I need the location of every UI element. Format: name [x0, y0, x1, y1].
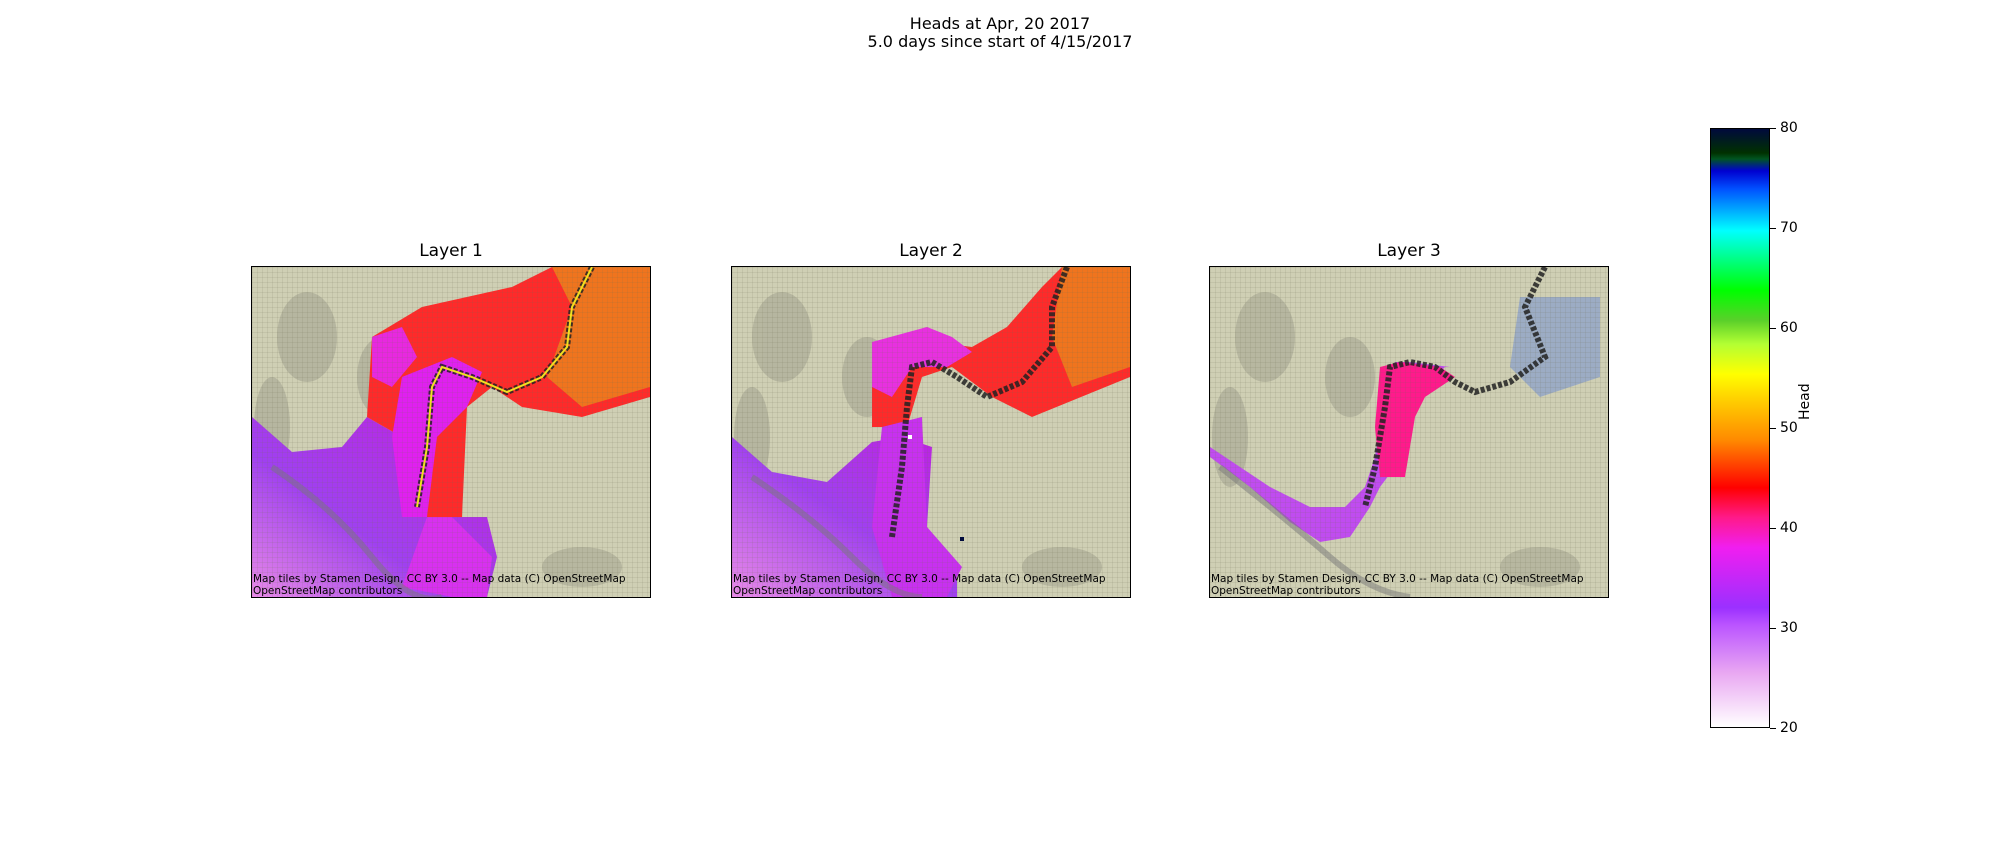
- well-cell: [908, 435, 912, 439]
- colorbar-tick: [1770, 327, 1776, 329]
- map-attribution: Map tiles by Stamen Design, CC BY 3.0 --…: [253, 573, 626, 597]
- map-layer-1-canvas: [252, 267, 650, 597]
- colorbar-tick: [1770, 427, 1776, 429]
- attribution-line-2: OpenStreetMap contributors: [253, 585, 403, 597]
- well-cell: [960, 537, 964, 541]
- colorbar-tick-label: 30: [1780, 620, 1798, 636]
- panel-title-layer-1: Layer 1: [419, 241, 483, 261]
- colorbar-label: Head: [1797, 383, 1813, 420]
- figure-title: Heads at Apr, 20 2017: [909, 14, 1091, 33]
- map-layer-2: Map tiles by Stamen Design, CC BY 3.0 --…: [731, 266, 1131, 598]
- panel-title-layer-2: Layer 2: [899, 241, 963, 261]
- map-layer-3-canvas: [1210, 267, 1608, 597]
- river-cells: [889, 267, 1070, 538]
- map-layer-3: Map tiles by Stamen Design, CC BY 3.0 --…: [1209, 266, 1609, 598]
- panel-title-layer-3: Layer 3: [1377, 241, 1441, 261]
- map-layer-2-canvas: [732, 267, 1130, 597]
- map-attribution: Map tiles by Stamen Design, CC BY 3.0 --…: [733, 573, 1106, 597]
- colorbar-tick: [1770, 227, 1776, 229]
- figure-subtitle: 5.0 days since start of 4/15/2017: [867, 32, 1133, 51]
- river-line: [416, 267, 593, 508]
- colorbar-tick: [1770, 727, 1776, 729]
- map-layer-1: Map tiles by Stamen Design, CC BY 3.0 --…: [251, 266, 651, 598]
- colorbar-tick: [1770, 627, 1776, 629]
- colorbar-tick-label: 80: [1780, 120, 1798, 136]
- colorbar: [1710, 128, 1770, 728]
- colorbar-tick-label: 40: [1780, 520, 1798, 536]
- attribution-line-1: Map tiles by Stamen Design, CC BY 3.0 --…: [253, 573, 626, 585]
- colorbar-tick: [1770, 127, 1776, 129]
- attribution-line-1: Map tiles by Stamen Design, CC BY 3.0 --…: [1211, 573, 1584, 585]
- attribution-line-1: Map tiles by Stamen Design, CC BY 3.0 --…: [733, 573, 1106, 585]
- river-cells: [1362, 267, 1549, 508]
- colorbar-tick: [1770, 527, 1776, 529]
- attribution-line-2: OpenStreetMap contributors: [733, 585, 883, 597]
- attribution-line-2: OpenStreetMap contributors: [1211, 585, 1361, 597]
- colorbar-tick-label: 70: [1780, 220, 1798, 236]
- colorbar-tick-label: 50: [1780, 420, 1798, 436]
- map-attribution: Map tiles by Stamen Design, CC BY 3.0 --…: [1211, 573, 1584, 597]
- colorbar-tick-label: 20: [1780, 720, 1798, 736]
- colorbar-tick-label: 60: [1780, 320, 1798, 336]
